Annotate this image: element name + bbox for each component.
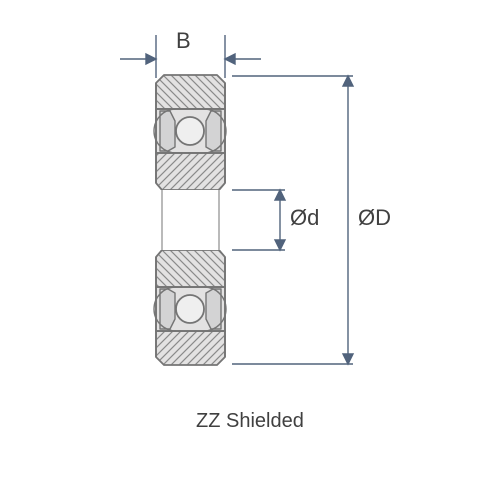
- ball-bottom: [176, 295, 204, 323]
- outer-race-top: [156, 75, 225, 109]
- label-width-B: B: [176, 28, 191, 54]
- label-outer-D: ØD: [358, 205, 391, 231]
- label-bore-d: Ød: [290, 205, 319, 231]
- bearing-diagram: B Ød ØD ZZ Shielded: [0, 0, 500, 500]
- ball-top: [176, 117, 204, 145]
- shield-bottom-right: [206, 289, 221, 329]
- outer-race-bottom: [156, 331, 225, 365]
- shield-top-right: [206, 111, 221, 151]
- inner-race-bottom: [156, 250, 225, 287]
- caption-text: ZZ Shielded: [196, 410, 304, 433]
- bearing-section: [154, 75, 226, 365]
- shield-top-left: [160, 111, 175, 151]
- bore-gap: [156, 190, 225, 250]
- inner-race-top: [156, 153, 225, 190]
- shield-bottom-left: [160, 289, 175, 329]
